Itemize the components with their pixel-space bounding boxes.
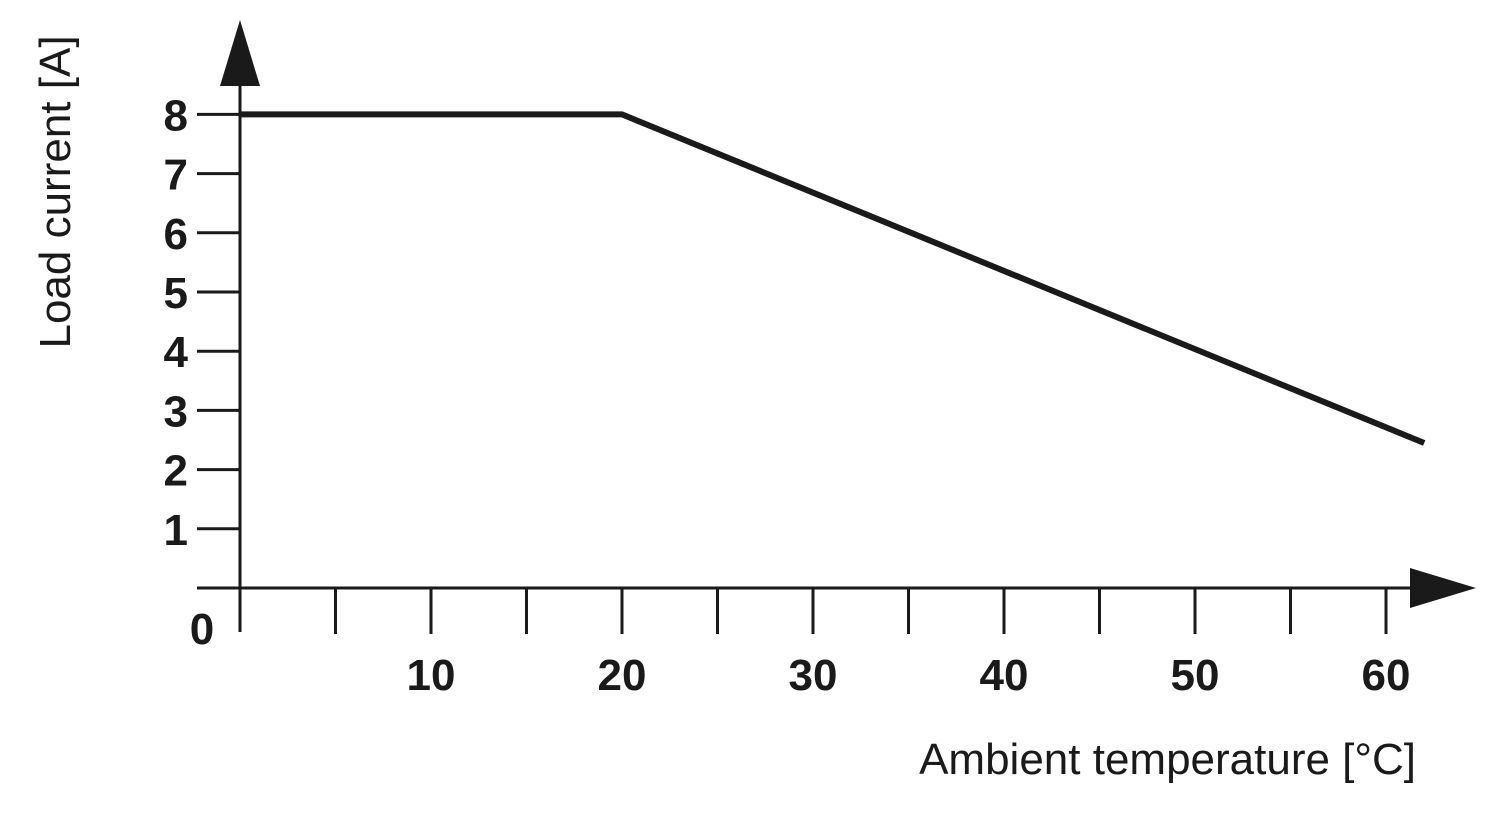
y-tick-label: 2 xyxy=(164,447,188,496)
y-tick-label: 6 xyxy=(164,210,188,259)
x-tick-label: 30 xyxy=(789,651,838,700)
x-ticks: 10 20 30 40 50 60 xyxy=(334,588,1411,700)
y-tick-label: 7 xyxy=(164,151,188,200)
x-tick-label: 50 xyxy=(1171,651,1220,700)
y-tick-label: 8 xyxy=(164,91,188,140)
origin-label: 0 xyxy=(190,605,214,654)
y-ticks: 1 2 3 4 5 6 7 8 xyxy=(164,91,240,555)
x-axis-arrow-icon xyxy=(1410,568,1476,608)
x-tick-label: 10 xyxy=(407,651,456,700)
y-tick-label: 5 xyxy=(164,269,188,318)
series-line xyxy=(240,111,1426,446)
y-tick-label: 3 xyxy=(164,387,188,436)
x-tick-label: 60 xyxy=(1362,651,1411,700)
y-axis-title: Load current [A] xyxy=(31,35,80,348)
y-tick-label: 1 xyxy=(164,506,188,555)
y-axis-arrow-icon xyxy=(220,20,260,86)
y-tick-label: 4 xyxy=(164,328,189,377)
x-tick-label: 20 xyxy=(598,651,647,700)
x-tick-label: 40 xyxy=(980,651,1029,700)
x-axis-title: Ambient temperature [°C] xyxy=(919,735,1416,784)
